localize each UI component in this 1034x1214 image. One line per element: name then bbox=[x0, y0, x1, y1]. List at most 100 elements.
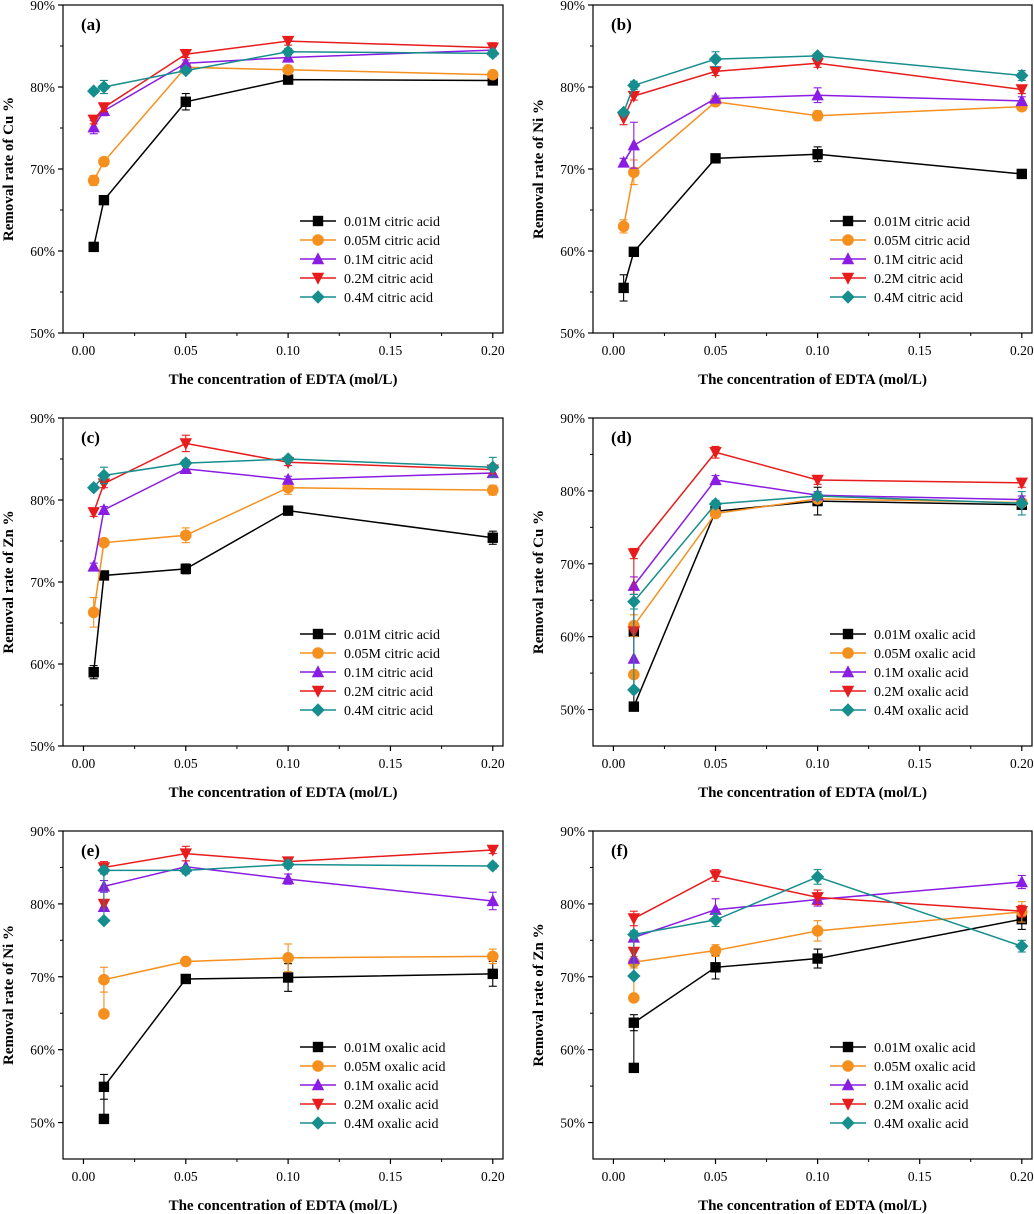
x-tick-label: 0.05 bbox=[704, 756, 728, 771]
series-0.2M bbox=[87, 35, 499, 127]
data-point bbox=[87, 559, 100, 572]
data-point bbox=[98, 194, 110, 206]
legend-marker bbox=[841, 703, 855, 717]
series-0.4M bbox=[627, 869, 1029, 983]
legend-label: 0.1M oxalic acid bbox=[874, 666, 968, 681]
data-point bbox=[1015, 94, 1028, 107]
y-tick-label: 60% bbox=[560, 630, 585, 645]
data-point bbox=[179, 863, 193, 878]
series-0.01M bbox=[618, 146, 1027, 302]
legend: 0.01M citric acid 0.05M citric acid 0.1M c… bbox=[300, 628, 440, 719]
y-tick-label: 60% bbox=[30, 244, 55, 259]
panel-label: (d) bbox=[611, 428, 632, 447]
series-line bbox=[622, 100, 1022, 227]
data-point bbox=[708, 913, 723, 927]
series-0.05M bbox=[628, 901, 1028, 1004]
legend-label: 0.2M citric acid bbox=[874, 272, 963, 287]
series-line bbox=[103, 849, 493, 869]
data-point bbox=[811, 892, 824, 905]
data-point bbox=[811, 109, 824, 122]
data-point bbox=[708, 497, 723, 511]
data-point bbox=[1015, 939, 1029, 953]
x-tick-label: 0.05 bbox=[174, 343, 198, 358]
legend-marker bbox=[311, 1098, 325, 1111]
legend-label: 0.01M oxalic acid bbox=[874, 1041, 975, 1056]
legend-marker bbox=[842, 1041, 854, 1053]
series-line bbox=[633, 495, 1022, 603]
y-axis-label: Removal rate of Ni % bbox=[531, 99, 547, 239]
data-point bbox=[486, 844, 499, 857]
series-line bbox=[103, 955, 493, 981]
legend-marker bbox=[311, 272, 325, 285]
x-tick-label: 0.10 bbox=[276, 1169, 300, 1184]
legend-marker bbox=[842, 215, 854, 227]
legend-marker bbox=[841, 1098, 855, 1111]
x-tick-label: 0.15 bbox=[908, 756, 932, 771]
x-axis-label: The concentration of EDTA (mol/L) bbox=[169, 372, 398, 388]
y-tick-label: 50% bbox=[30, 1116, 55, 1131]
y-tick-label: 80% bbox=[560, 897, 585, 912]
data-point bbox=[97, 503, 111, 516]
series-0.1M bbox=[627, 874, 1028, 964]
data-point bbox=[486, 460, 500, 474]
data-point bbox=[282, 481, 294, 494]
legend-marker bbox=[312, 1041, 324, 1053]
series-0.2M bbox=[627, 445, 1028, 639]
x-tick-label: 0.05 bbox=[174, 1169, 198, 1184]
x-tick-label: 0.15 bbox=[379, 756, 403, 771]
series-line bbox=[92, 442, 493, 513]
legend: 0.01M citric acid 0.05M citric acid 0.1M c… bbox=[830, 215, 970, 306]
data-point bbox=[98, 155, 110, 168]
data-point bbox=[486, 950, 499, 963]
y-tick-label: 90% bbox=[30, 0, 55, 13]
data-point bbox=[628, 246, 640, 258]
x-tick-label: 0.15 bbox=[908, 1169, 932, 1184]
y-tick-label: 80% bbox=[30, 897, 55, 912]
chart-panel-d: 0.00 0.05 0.10 0.15 0.20 50% 60% 70% 80% 90% The c… bbox=[531, 411, 1034, 801]
legend-marker bbox=[841, 1116, 855, 1130]
data-point bbox=[180, 563, 191, 575]
data-point bbox=[1015, 496, 1029, 510]
y-axis-label: Removal rate of Zn % bbox=[1, 510, 17, 653]
data-point bbox=[97, 468, 111, 483]
data-point bbox=[811, 474, 824, 487]
data-point bbox=[812, 953, 823, 964]
legend-label: 0.2M oxalic acid bbox=[874, 685, 968, 700]
legend-label: 0.4M citric acid bbox=[344, 291, 433, 306]
legend-label: 0.1M oxalic acid bbox=[874, 1079, 968, 1094]
legend-marker bbox=[841, 685, 855, 698]
legend-marker bbox=[311, 1078, 325, 1091]
series-0.4M bbox=[616, 49, 1029, 120]
data-point bbox=[616, 105, 631, 120]
data-point bbox=[617, 220, 630, 233]
data-point bbox=[709, 903, 722, 915]
data-point bbox=[98, 570, 110, 581]
y-tick-label: 70% bbox=[560, 557, 585, 572]
series-0.4M bbox=[86, 452, 500, 495]
y-tick-label: 50% bbox=[560, 1116, 585, 1131]
series-line bbox=[103, 863, 493, 872]
data-point bbox=[98, 1008, 110, 1020]
legend-marker bbox=[311, 703, 325, 717]
data-point bbox=[282, 74, 294, 85]
legend-label: 0.01M citric acid bbox=[344, 628, 440, 643]
data-point bbox=[1016, 168, 1027, 180]
x-tick-label: 0.00 bbox=[72, 343, 96, 358]
series-line bbox=[633, 876, 1023, 947]
series-0.1M bbox=[617, 87, 1028, 169]
data-point bbox=[179, 955, 192, 968]
legend-marker bbox=[312, 628, 324, 640]
legend: 0.01M oxalic acid 0.05M oxalic acid 0.1M o… bbox=[300, 1041, 445, 1132]
series-0.01M bbox=[98, 960, 498, 1125]
data-point bbox=[282, 505, 294, 516]
x-tick-label: 0.00 bbox=[602, 1169, 626, 1184]
legend-marker bbox=[312, 647, 324, 659]
data-point bbox=[86, 84, 101, 98]
y-axis-label: Removal rate of Cu % bbox=[531, 510, 547, 654]
legend-marker bbox=[312, 234, 324, 246]
legend-label: 0.01M oxalic acid bbox=[874, 628, 975, 643]
data-point bbox=[709, 870, 722, 883]
x-tick-label: 0.20 bbox=[481, 756, 505, 771]
data-point bbox=[282, 972, 294, 983]
data-point bbox=[486, 894, 499, 907]
